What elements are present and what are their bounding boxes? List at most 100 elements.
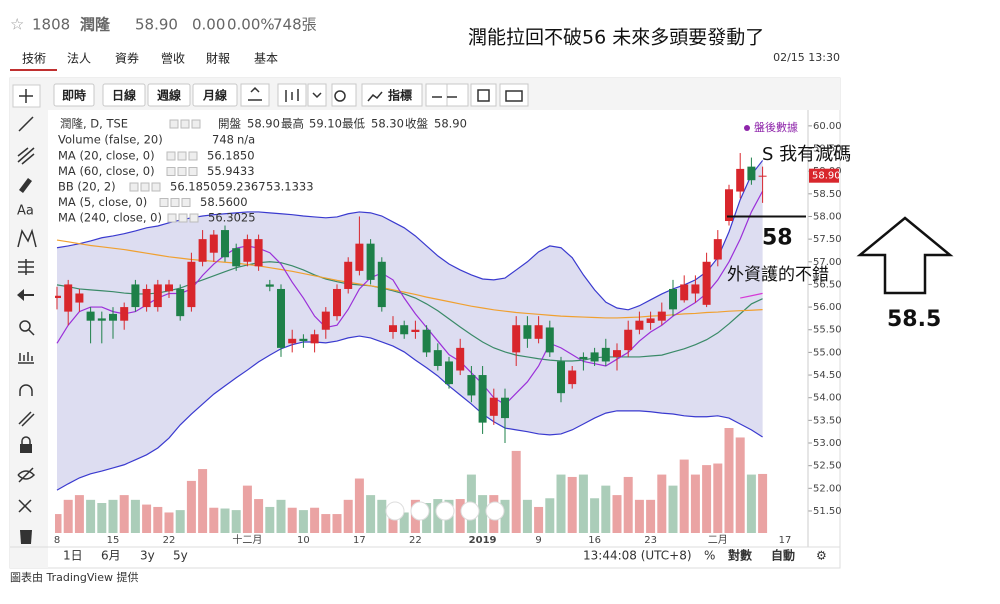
range-button[interactable]: 6月 [101, 549, 121, 563]
fib-icon[interactable] [17, 147, 35, 165]
overlay: 51.50 52.00 52.50 53.00 53.50 54.00 54.50 55.00… [54, 110, 941, 547]
candle-body [232, 248, 241, 267]
ohlc-label: 開盤 [218, 117, 241, 131]
tab[interactable]: 營收 [161, 52, 185, 66]
ohlc-value: 58.90 [434, 117, 467, 131]
percent-toggle[interactable]: % [704, 549, 715, 563]
back-icon[interactable] [17, 289, 34, 301]
measure-icon[interactable] [18, 352, 34, 364]
volume-bar [500, 499, 510, 533]
volume-bar [690, 474, 700, 533]
auto-toggle[interactable]: 自動 [771, 548, 795, 563]
volume-bar [377, 499, 387, 533]
icon-button[interactable] [499, 83, 529, 107]
volume-bar [231, 510, 241, 533]
trash-icon[interactable] [20, 530, 32, 544]
candle-body [109, 313, 117, 321]
candle-body [725, 189, 733, 222]
bottom-bar: 1日 6月 3y 5y 13:44:08 (UTC+8)% 對數 自動 ⚙ [63, 548, 827, 563]
candle-body [377, 261, 386, 308]
candle-body [467, 375, 476, 396]
magnet-icon[interactable] [19, 384, 33, 396]
indicator-button[interactable] [361, 83, 423, 107]
candle-body [176, 288, 185, 317]
candle-body [545, 327, 554, 353]
candle-body [265, 284, 274, 287]
toolbar-button[interactable] [147, 83, 191, 107]
ohlc-value: 59.10 [309, 117, 342, 131]
log-toggle[interactable]: 對數 [728, 548, 752, 563]
stock-name: 潤隆 [80, 16, 111, 34]
volume-bar [298, 510, 308, 533]
indicator-value: 56.1850 [170, 180, 218, 194]
volume-bar [713, 463, 723, 533]
pencil-icon[interactable] [18, 411, 35, 427]
volume-bar [63, 499, 73, 533]
settings[interactable]: ⚙ [816, 549, 827, 563]
toolbar-buttons: 即時 日線 週線 月線 指標 [53, 83, 529, 107]
candle-body [333, 288, 341, 317]
scroll-right[interactable] [485, 501, 505, 521]
volume-bar [343, 499, 353, 533]
x-tick-label: 2019 [469, 535, 497, 546]
range-button[interactable]: 1日 [63, 549, 83, 563]
indicator-value: 59.2367 [218, 180, 266, 194]
brush-icon[interactable] [19, 178, 32, 193]
range-button[interactable]: 5y [173, 549, 188, 563]
band-fill [57, 160, 763, 491]
reset[interactable] [435, 501, 455, 521]
hide-icon[interactable] [17, 467, 36, 483]
volume-bar [86, 499, 96, 533]
tab[interactable]: 財報 [206, 51, 230, 66]
tab[interactable]: 法人 [67, 52, 91, 66]
toolbar-button[interactable] [102, 83, 146, 107]
target-label: 58.5 [887, 307, 941, 332]
x-tick-label: 8 [54, 535, 60, 546]
toolbar-button[interactable] [192, 83, 238, 107]
volume-bar [646, 499, 656, 533]
candle-body [321, 311, 330, 330]
icon-button[interactable] [307, 83, 327, 107]
volume-bar [175, 510, 185, 533]
favorite-star[interactable]: ☆ [10, 15, 24, 34]
volume-bar [142, 504, 152, 533]
lock-icon[interactable] [20, 444, 32, 453]
tab[interactable]: 資券 [115, 51, 139, 66]
toolbar-button[interactable] [53, 83, 95, 107]
pattern-icon[interactable] [17, 228, 37, 248]
candle-body [198, 239, 207, 262]
volume-bar [668, 485, 678, 533]
y-tick-label: 60.00 [813, 121, 842, 132]
tab[interactable]: 技術 [22, 52, 46, 66]
tab[interactable]: 基本 [254, 52, 278, 66]
trendline-icon[interactable] [18, 116, 34, 132]
bb-lower [56, 335, 763, 491]
zoom-icon[interactable] [19, 320, 31, 332]
range-button[interactable]: 3y [140, 549, 155, 563]
volume-bar [164, 512, 174, 533]
candle-body [131, 284, 140, 308]
text-tool[interactable]: Aa [17, 204, 34, 219]
ohlc-value: 58.30 [371, 117, 404, 131]
icon-button[interactable] [470, 83, 497, 107]
prediction-icon[interactable] [18, 259, 34, 275]
tab-underline [10, 69, 57, 71]
y-tick-label: 55.00 [813, 347, 842, 358]
scroll-left[interactable] [385, 501, 405, 521]
candle-body [613, 350, 621, 357]
candle-body [433, 350, 442, 366]
y-tick-label: 56.50 [813, 279, 842, 290]
toolbar-label: 即時 [62, 88, 86, 103]
zoom-out[interactable] [410, 501, 430, 521]
candle-body [747, 166, 756, 181]
icon-button[interactable] [446, 83, 469, 107]
volume-bar [321, 514, 331, 533]
plot [55, 153, 768, 533]
crosshair-icon [19, 89, 33, 103]
icon-button[interactable] [425, 83, 448, 107]
zoom-in[interactable] [460, 501, 480, 521]
ohlc-label: 最低 [342, 117, 365, 131]
y-tick-label: 53.50 [813, 415, 842, 426]
tools-icon[interactable] [18, 499, 32, 513]
